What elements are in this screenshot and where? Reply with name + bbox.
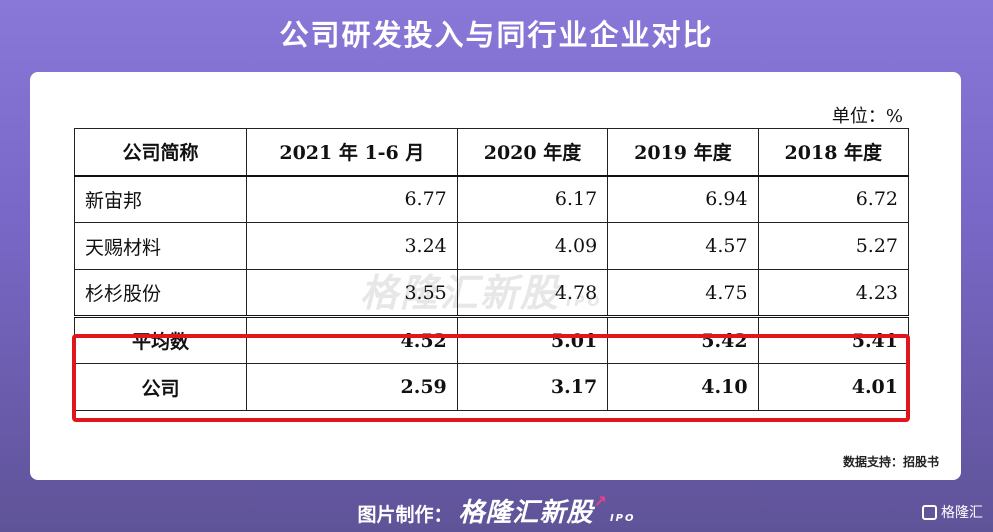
value-cell: 4.52 [246,315,458,364]
table-row-average: 平均数 4.52 5.01 5.42 5.41 [74,315,910,364]
footer-ipo: IPO [609,513,636,524]
value-cell: 4.09 [456,222,609,270]
value-cell: 3.55 [246,269,458,317]
header-cell: 2019 年度 [607,128,759,176]
value-cell: 4.23 [757,269,910,317]
company-name-cell: 天赐材料 [74,222,247,270]
trend-arrow-icon: ↗ [593,492,607,511]
value-cell: 3.24 [246,222,458,270]
company-name-cell: 杉杉股份 [74,269,247,317]
table-row-company: 公司 2.59 3.17 4.10 4.01 [74,363,910,411]
comparison-table: 公司简称 2021 年 1-6 月 2020 年度 2019 年度 2018 年… [74,128,910,411]
value-cell: 5.41 [757,315,910,364]
value-cell: 5.42 [607,315,759,364]
value-cell: 6.77 [246,175,458,223]
value-cell: 4.57 [607,222,759,270]
logo-icon [922,504,937,520]
company-name-cell: 平均数 [74,315,247,364]
value-cell: 5.27 [757,222,910,270]
table-row: 新宙邦 6.77 6.17 6.94 6.72 [74,175,910,223]
value-cell: 2.59 [246,363,458,411]
corner-logo: 格隆汇 [922,502,983,522]
unit-label: 单位：% [831,106,903,127]
footer-label: 图片制作： [357,504,453,526]
company-name-cell: 公司 [74,363,247,411]
header-cell: 公司简称 [74,128,247,176]
header-cell: 2020 年度 [456,128,609,176]
value-cell: 4.78 [456,269,609,317]
value-cell: 4.01 [757,363,910,411]
value-cell: 6.94 [607,175,759,223]
table-card: 单位：% 格隆汇新股 IPO 公司简称 2021 年 1-6 月 2020 年度 … [30,72,961,480]
source-note: 数据支持：招股书 [842,455,939,469]
table-row: 杉杉股份 3.55 4.78 4.75 4.23 [74,269,910,317]
footer-brand: 格隆汇新股 [458,498,594,528]
value-cell: 5.01 [456,315,609,364]
header-cell: 2021 年 1-6 月 [246,128,458,176]
value-cell: 4.75 [607,269,759,317]
header-cell: 2018 年度 [757,128,910,176]
value-cell: 3.17 [456,363,609,411]
value-cell: 4.10 [607,363,759,411]
table-row: 天赐材料 3.24 4.09 4.57 5.27 [74,222,910,270]
table-header-row: 公司简称 2021 年 1-6 月 2020 年度 2019 年度 2018 年… [74,128,910,176]
corner-logo-text: 格隆汇 [941,505,983,521]
value-cell: 6.72 [757,175,910,223]
value-cell: 6.17 [456,175,609,223]
page-title: 公司研发投入与同行业企业对比 [279,18,714,52]
footer-credit: 图片制作： 格隆汇新股↗IPO [0,492,993,529]
company-name-cell: 新宙邦 [74,175,247,223]
